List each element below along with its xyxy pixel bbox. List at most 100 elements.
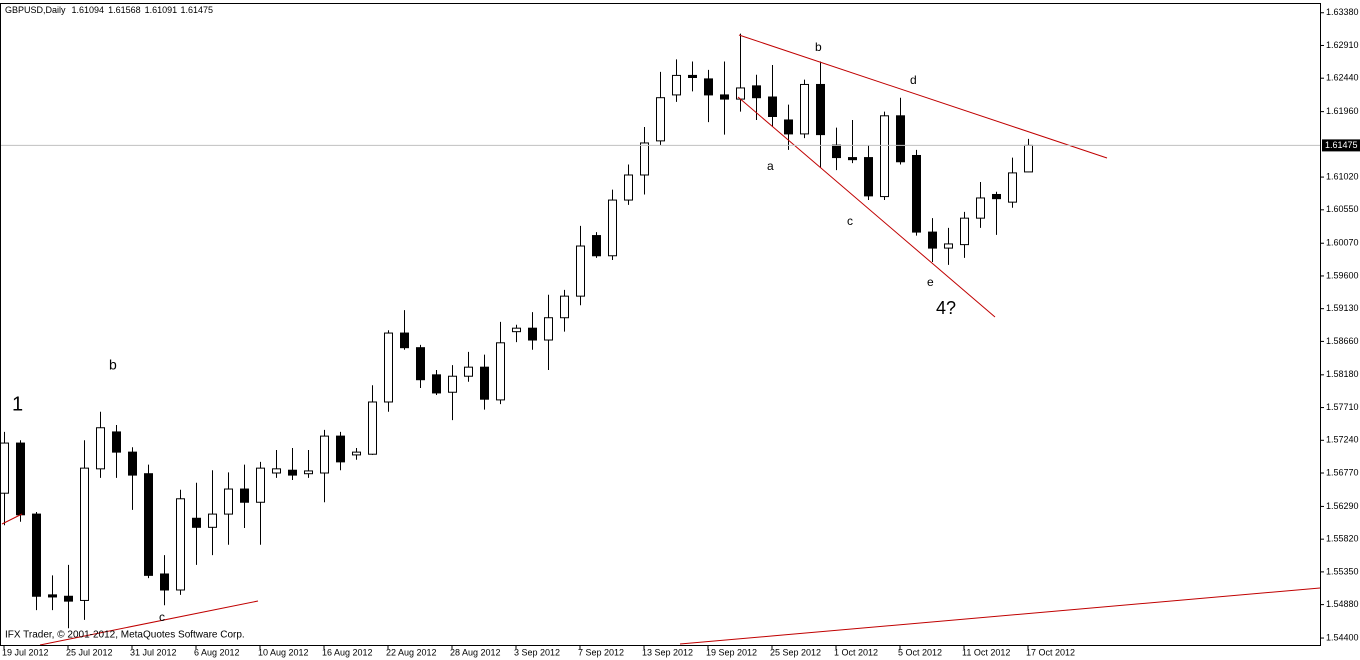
y-tick-label: 1.58660 xyxy=(1326,336,1359,346)
candle-body xyxy=(64,595,73,602)
header: GBPUSD,Daily 1.61094 1.61568 1.61091 1.61475 xyxy=(5,5,213,15)
x-tick-label: 19 Sep 2012 xyxy=(706,647,757,657)
price-label-box xyxy=(1322,139,1360,152)
candle-body xyxy=(928,231,937,249)
x-tick-label: 25 Jul 2012 xyxy=(66,647,113,657)
candle-body xyxy=(528,327,537,341)
candle-body xyxy=(256,467,265,503)
candle-body xyxy=(128,451,137,476)
x-tick-label: 11 Oct 2012 xyxy=(962,647,1010,657)
candle-body xyxy=(880,115,889,198)
candle-body xyxy=(544,317,553,341)
x-tick-label: 7 Sep 2012 xyxy=(578,647,624,657)
x-tick-label: 31 Jul 2012 xyxy=(130,647,177,657)
candle-body xyxy=(224,488,233,515)
y-tick-label: 1.58180 xyxy=(1326,369,1359,379)
candle-body xyxy=(96,427,105,470)
y-tick-label: 1.61960 xyxy=(1326,106,1359,116)
x-tick-label: 16 Aug 2012 xyxy=(322,647,373,657)
trendline xyxy=(738,34,1108,159)
annotation: b xyxy=(815,40,822,54)
candle-body xyxy=(480,366,489,400)
candle-body xyxy=(352,451,361,456)
y-tick-label: 1.59600 xyxy=(1326,270,1359,280)
candle-body xyxy=(16,442,25,516)
x-tick-label: 3 Sep 2012 xyxy=(514,647,560,657)
candle-body xyxy=(688,74,697,79)
candle-body xyxy=(624,174,633,201)
candle-body xyxy=(496,342,505,401)
candle-body xyxy=(784,119,793,135)
candle-body xyxy=(656,97,665,142)
candle-body xyxy=(960,217,969,246)
y-tick-label: 1.56770 xyxy=(1326,467,1359,477)
annotation: b xyxy=(109,357,117,373)
price-label: 1.61475 xyxy=(1325,140,1358,150)
symbol: GBPUSD,Daily xyxy=(5,5,66,15)
y-tick-label: 1.56290 xyxy=(1326,501,1359,511)
candle-body xyxy=(272,468,281,474)
annotation: 4? xyxy=(936,298,956,318)
trendline xyxy=(679,587,1320,645)
candle-body xyxy=(944,243,953,249)
candle-body xyxy=(48,594,57,598)
header-close: 1.61475 xyxy=(180,5,213,15)
candle-body xyxy=(160,573,169,591)
candle-body xyxy=(896,115,905,163)
candle-body xyxy=(464,366,473,377)
y-tick-label: 1.55350 xyxy=(1326,566,1359,576)
x-tick-label: 1 Oct 2012 xyxy=(834,647,878,657)
trendlines xyxy=(1,34,1320,645)
y-tick-label: 1.62440 xyxy=(1326,73,1359,83)
candle-body xyxy=(112,431,121,453)
candle-body xyxy=(384,332,393,403)
y-tick-label: 1.54400 xyxy=(1326,632,1359,642)
x-tick-label: 25 Sep 2012 xyxy=(770,647,821,657)
y-tick-label: 1.54880 xyxy=(1326,599,1359,609)
y-tick-label: 1.57240 xyxy=(1326,435,1359,445)
candle-body xyxy=(576,245,585,297)
x-tick-label: 6 Aug 2012 xyxy=(194,647,240,657)
candle-body xyxy=(320,435,329,474)
x-tick-label: 22 Aug 2012 xyxy=(386,647,437,657)
candle-body xyxy=(208,513,217,528)
x-tick-label: 28 Aug 2012 xyxy=(450,647,501,657)
candle-body xyxy=(720,94,729,100)
annotation: c xyxy=(159,610,165,624)
trendline xyxy=(737,96,996,318)
candle-body xyxy=(448,375,457,393)
candle-body xyxy=(304,470,313,475)
candle-body xyxy=(416,347,425,381)
x-tick-label: 5 Oct 2012 xyxy=(898,647,942,657)
annotation: a xyxy=(767,159,774,173)
x-tick-label: 13 Sep 2012 xyxy=(642,647,693,657)
candle-body xyxy=(1,442,9,494)
y-tick-label: 1.61020 xyxy=(1326,171,1359,181)
candle-body xyxy=(192,517,201,528)
candle-body xyxy=(368,401,377,455)
y-tick-label: 1.57710 xyxy=(1326,402,1359,412)
candle-body xyxy=(1008,172,1017,203)
trendline xyxy=(39,600,259,645)
candle-body xyxy=(976,197,985,219)
candle-body xyxy=(144,473,153,576)
candle-body xyxy=(336,435,345,463)
y-tick-label: 1.62910 xyxy=(1326,40,1359,50)
y-tick-label: 1.63380 xyxy=(1326,7,1359,17)
candle-body xyxy=(512,327,521,333)
candle-body xyxy=(736,87,745,100)
candle-body xyxy=(816,83,825,136)
candle-body xyxy=(640,142,649,176)
x-tick-label: 17 Oct 2012 xyxy=(1026,647,1075,657)
candle-body xyxy=(672,74,681,96)
footer: IFX Trader, © 2001-2012, MetaQuotes Soft… xyxy=(5,630,245,641)
candle-body xyxy=(912,154,921,233)
candle-body xyxy=(832,144,841,159)
candle-body xyxy=(288,469,297,476)
candle-body xyxy=(32,513,41,597)
candle-body xyxy=(592,235,601,257)
candle-body xyxy=(80,467,89,601)
trendline xyxy=(1,513,23,525)
annotation: c xyxy=(847,214,853,228)
